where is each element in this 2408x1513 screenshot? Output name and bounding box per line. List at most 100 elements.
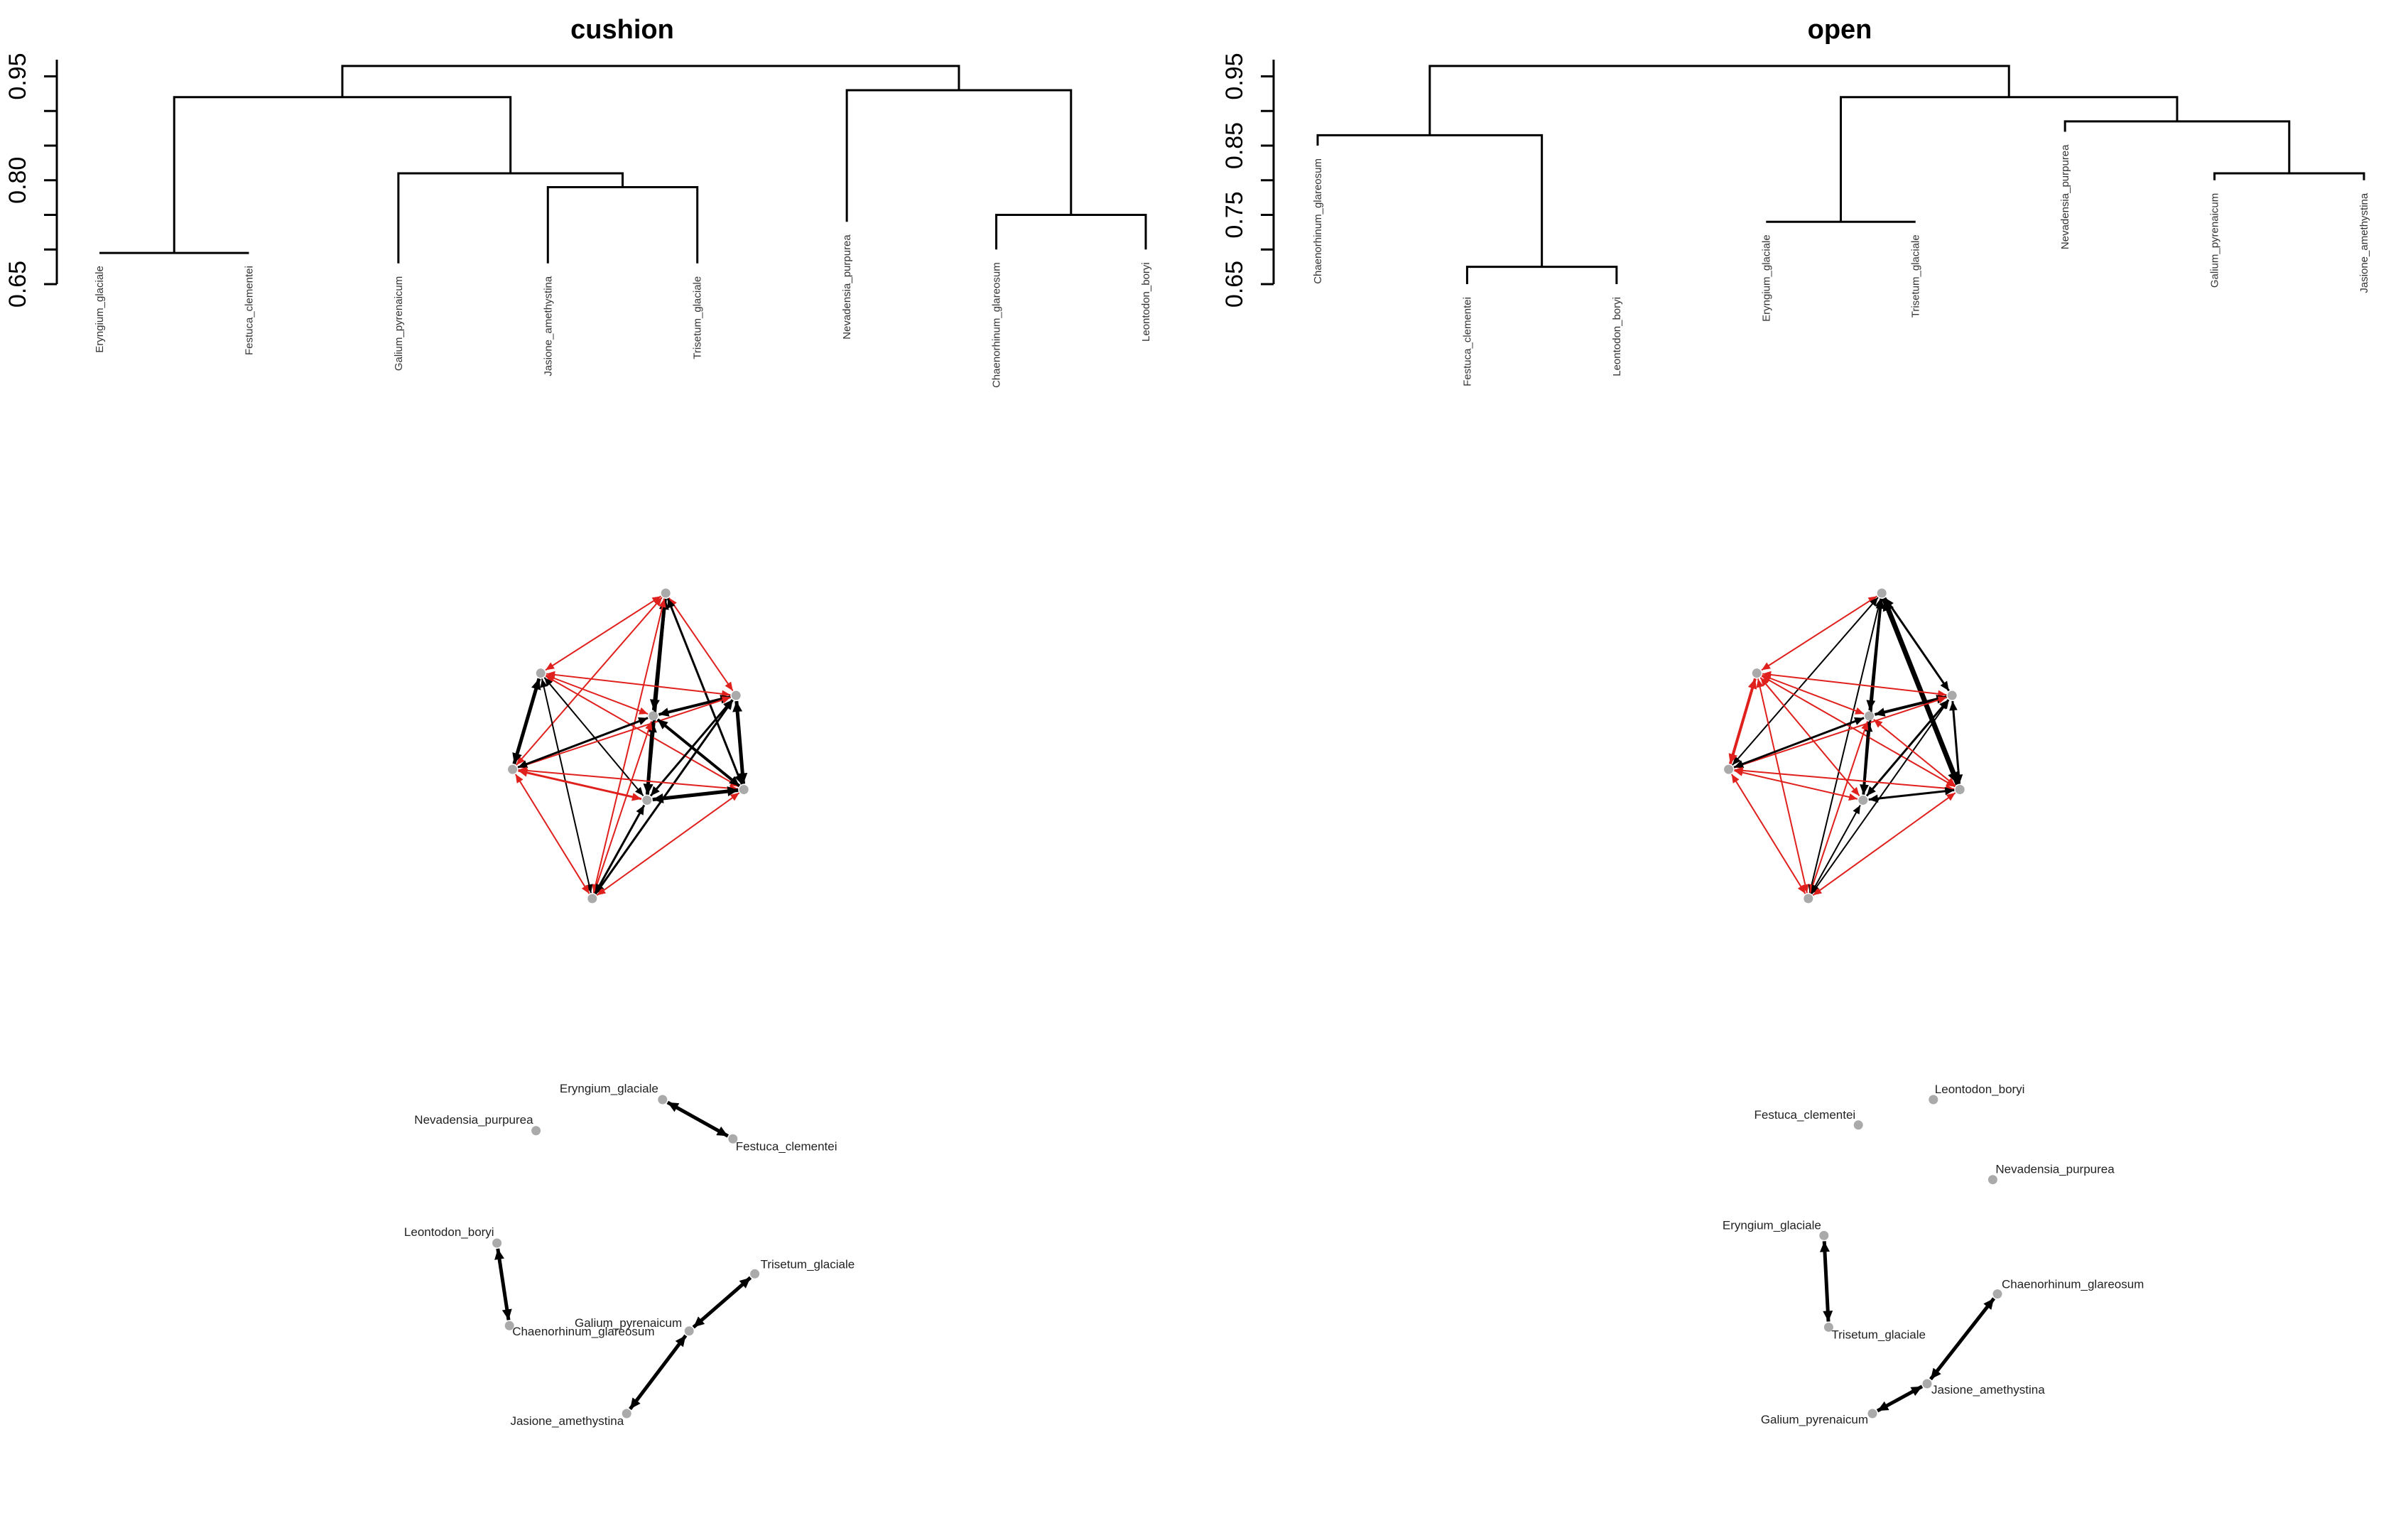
leaf-label: Nevadensia_purpurea: [841, 234, 853, 340]
open-leaf-labels: Chaenorhinum_glareosum Festuca_clementei L…: [1312, 144, 2370, 386]
edge-arrowhead: [652, 793, 664, 803]
open-pair-network: Leontodon_boryi Festuca_clementei Nevadens…: [1723, 1083, 2144, 1426]
network-edge: [1812, 792, 1956, 896]
edge-arrowhead: [636, 805, 644, 815]
edge-arrowhead: [643, 783, 653, 795]
network-edge: [1929, 1297, 1996, 1381]
network-node: [750, 1269, 760, 1279]
edge-arrowhead: [1860, 784, 1869, 795]
edge-arrowhead: [653, 597, 662, 607]
leaf-label: Galium_pyrenaicum: [2209, 193, 2221, 288]
network-node: [1955, 784, 1965, 794]
network-edge: [1884, 597, 1950, 692]
edge-arrowhead: [730, 793, 739, 801]
edge-arrowhead: [1954, 774, 1963, 784]
node-label: Trisetum_glaciale: [1831, 1328, 1926, 1341]
edge-arrowhead: [1948, 771, 1959, 785]
leaf-label: Eryngium_glaciale: [94, 266, 106, 353]
node-label: Galium_pyrenaicum: [575, 1316, 682, 1330]
network-edge: [1733, 696, 1947, 769]
network-edge: [656, 718, 741, 787]
edge-arrowhead: [1853, 717, 1865, 725]
edge-arrowhead: [546, 676, 555, 684]
network-edge: [1734, 769, 1955, 790]
leaf-label: Chaenorhinum_glareosum: [991, 262, 1003, 388]
network-edge: [1868, 788, 1955, 801]
edge-arrowhead: [1811, 884, 1819, 894]
network-edge: [496, 1248, 511, 1321]
edge-arrowhead: [675, 1335, 686, 1347]
edge-arrowhead: [1946, 777, 1956, 786]
network-node: [504, 1321, 514, 1330]
open-full-network: [1724, 588, 1965, 904]
network-node: [531, 1126, 541, 1136]
edge-arrowhead: [737, 772, 748, 784]
edge-arrowhead: [1882, 598, 1894, 612]
open-branches: [1316, 65, 2365, 284]
network-node: [684, 1326, 694, 1336]
network-node: [1819, 1230, 1829, 1240]
network-node: [1922, 1379, 1932, 1389]
edge-arrowhead: [1848, 793, 1858, 801]
network-node: [1804, 894, 1813, 904]
edge-arrowhead: [724, 700, 733, 710]
cushion-y-axis: 0.65 0.80 0.95: [4, 53, 58, 308]
network-node: [1823, 1322, 1833, 1332]
leaf-label: Leontodon_boryi: [1611, 297, 1623, 376]
edge-arrowhead: [1728, 753, 1737, 764]
network-edge: [1734, 769, 1858, 800]
network-edge: [645, 721, 655, 795]
edge-arrowhead: [531, 678, 541, 690]
edge-arrowhead: [518, 769, 528, 777]
network-edge: [543, 677, 644, 797]
leaf-label: Jasione_amethystina: [542, 276, 554, 376]
network-edge: [1811, 700, 1950, 895]
edge-arrowhead: [1875, 707, 1886, 717]
edge-arrowhead: [721, 696, 731, 704]
edge-arrowhead: [1940, 680, 1949, 691]
network-edge: [545, 675, 739, 788]
edge-arrowhead: [540, 678, 548, 688]
node-label: Leontodon_boryi: [1935, 1083, 2025, 1096]
dendrogram-branch: [1316, 134, 1544, 267]
edge-arrowhead: [1732, 756, 1741, 766]
network-node: [1865, 711, 1875, 721]
edge-arrowhead: [1760, 677, 1769, 687]
network-edge: [1874, 695, 1947, 716]
network-edge: [518, 769, 739, 790]
network-edge: [1761, 675, 1956, 788]
leaf-label: Trisetum_glaciale: [1910, 234, 1922, 318]
network-node: [587, 894, 597, 904]
dendrogram-branch: [546, 186, 699, 264]
open-y-axis: 0.65 0.75 0.85 0.95: [1221, 53, 1275, 308]
dendrogram-branch: [173, 96, 512, 254]
dendrogram-branch: [995, 214, 1147, 250]
node-label: Festuca_clementei: [1755, 1108, 1856, 1122]
edge-arrowhead: [1877, 1401, 1889, 1411]
network-node: [661, 588, 671, 598]
node-label: Festuca_clementei: [736, 1139, 837, 1153]
y-tick-label: 0.80: [4, 157, 31, 204]
leaf-label: Nevadensia_purpurea: [2059, 144, 2071, 249]
edge-arrowhead: [727, 786, 739, 796]
edge-arrowhead: [1813, 887, 1823, 896]
edge-arrowhead: [639, 707, 649, 715]
edge-arrowhead: [1761, 662, 1771, 671]
network-edge: [1730, 774, 1806, 894]
edge-arrowhead: [667, 598, 676, 609]
dendrogram-branch: [845, 89, 1073, 222]
network-edge: [1762, 674, 1865, 715]
y-tick-label: 0.95: [1221, 53, 1248, 99]
edge-arrowhead: [1819, 1241, 1830, 1252]
edge-arrowhead: [595, 883, 604, 894]
edge-arrowhead: [716, 1126, 728, 1137]
y-tick-label: 0.95: [4, 53, 31, 99]
edge-arrowhead: [729, 776, 739, 786]
leaf-label: Trisetum_glaciale: [692, 276, 704, 359]
network-edge: [1822, 1241, 1831, 1322]
leaf-label: Leontodon_boryi: [1140, 262, 1152, 342]
network-edge: [1728, 678, 1757, 764]
network-node: [731, 690, 741, 700]
open-dendrogram: open 0.65 0.75 0.85 0.95 Chaenorhinum_glare…: [1221, 15, 2370, 386]
